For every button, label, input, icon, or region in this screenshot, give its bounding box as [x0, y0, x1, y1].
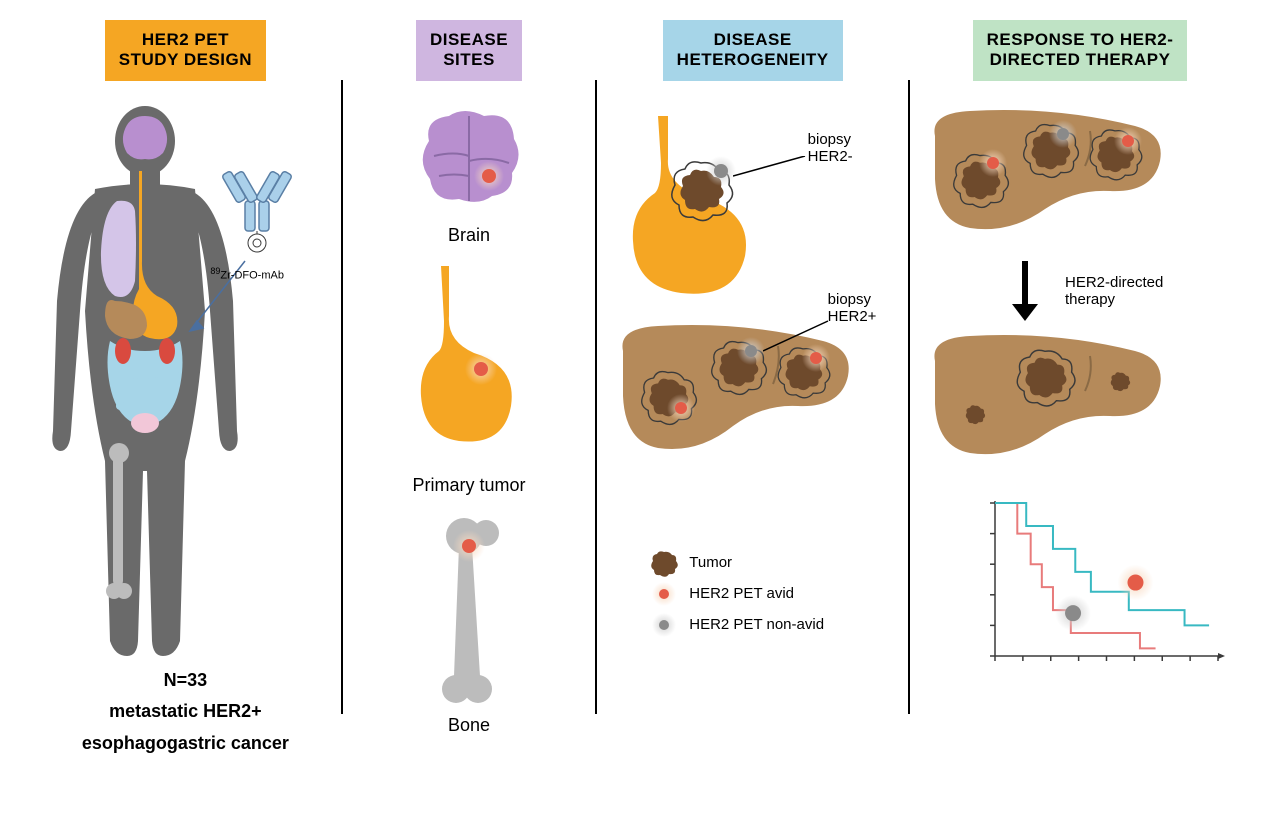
header-line: DISEASE	[430, 30, 508, 49]
header-line: HETEROGENEITY	[677, 50, 829, 69]
header-line: SITES	[443, 50, 495, 69]
column-disease-sites: DISEASE SITES Brain Primary tumor	[343, 20, 596, 794]
header-line: DISEASE	[714, 30, 792, 49]
header-disease-sites: DISEASE SITES	[416, 20, 522, 81]
figure-container: HER2 PET STUDY DESIGN	[0, 0, 1280, 814]
bone-icon	[414, 511, 524, 711]
body-diagram: 89Zr-DFO-mAb	[35, 101, 335, 661]
column-study-design: HER2 PET STUDY DESIGN	[30, 20, 341, 794]
brain-icon	[394, 101, 544, 221]
survival-chart	[970, 491, 1230, 681]
therapy-label: HER2-directed therapy	[1065, 274, 1163, 308]
human-body-svg	[35, 101, 335, 661]
header-heterogeneity: DISEASE HETEROGENEITY	[663, 20, 843, 81]
cohort-n: N=33	[164, 669, 208, 692]
column-heterogeneity: DISEASE HETEROGENEITY biopsy HER2-	[597, 20, 908, 794]
stomach-icon	[389, 261, 549, 471]
brain-label: Brain	[448, 225, 490, 246]
legend-tumor: Tumor	[647, 549, 824, 577]
therapy-arrow-row: HER2-directed therapy	[930, 256, 1230, 326]
primary-label: Primary tumor	[413, 475, 526, 496]
tracer-label: 89Zr-DFO-mAb	[210, 266, 284, 282]
header-line: RESPONSE TO HER2-	[987, 30, 1174, 49]
liver-after	[915, 326, 1245, 481]
legend-avid: HER2 PET avid	[647, 580, 824, 608]
header-line: STUDY DESIGN	[119, 50, 252, 69]
biopsy-neg-label: biopsy HER2-	[808, 131, 853, 165]
header-response: RESPONSE TO HER2- DIRECTED THERAPY	[973, 20, 1188, 81]
column-response: RESPONSE TO HER2- DIRECTED THERAPY	[910, 20, 1250, 794]
cohort-desc-2: esophagogastric cancer	[82, 732, 289, 755]
liver-heterogeneity: biopsy HER2+	[603, 316, 903, 496]
header-study-design: HER2 PET STUDY DESIGN	[105, 20, 266, 81]
liver-before	[915, 101, 1245, 256]
header-line: DIRECTED THERAPY	[990, 50, 1171, 69]
bone-label: Bone	[448, 715, 490, 736]
cohort-desc-1: metastatic HER2+	[109, 700, 262, 723]
legend: Tumor HER2 PET avid HER2 PET non-avid	[647, 546, 824, 642]
legend-nonavid: HER2 PET non-avid	[647, 611, 824, 639]
down-arrow-icon	[1000, 256, 1050, 326]
header-line: HER2 PET	[142, 30, 229, 49]
stomach-heterogeneity: biopsy HER2-	[603, 111, 903, 311]
